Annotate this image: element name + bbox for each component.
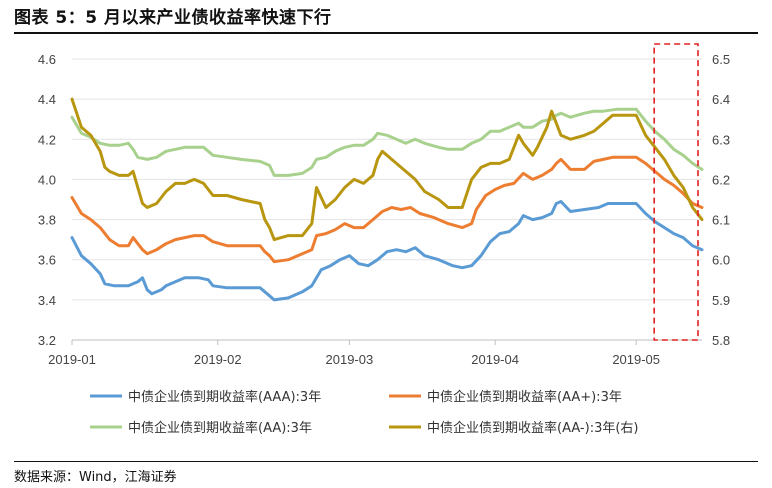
x-tick-label: 2019-03	[326, 352, 374, 367]
legend-label: 中债企业债到期收益率(AA):3年	[128, 420, 312, 436]
x-tick-label: 2019-04	[471, 352, 519, 367]
x-tick-label: 2019-01	[48, 352, 96, 367]
series-line-4	[70, 97, 704, 242]
title-rule	[14, 32, 758, 34]
series-line-3	[70, 107, 704, 177]
highlight-box	[653, 43, 699, 341]
right-tick-label: 6.4	[712, 92, 730, 107]
source-rule	[14, 461, 758, 462]
highlight-rect	[653, 43, 699, 341]
right-tick-label: 6.1	[712, 213, 730, 228]
legend: 中债企业债到期收益率(AAA):3年 中债企业债到期收益率(AA+):3年中债企业…	[90, 389, 639, 436]
right-tick-label: 6.3	[712, 132, 730, 147]
left-tick-label: 3.8	[38, 213, 56, 228]
right-tick-label: 5.8	[712, 333, 730, 348]
right-tick-label: 6.2	[712, 172, 730, 187]
x-tick-label: 2019-05	[612, 352, 660, 367]
series-lines	[70, 97, 704, 302]
source-note: 数据来源：Wind，江海证券	[14, 470, 177, 485]
legend-label: 中债企业债到期收益率(AA+):3年	[427, 389, 622, 405]
figure-title: 图表 5：5 月以来产业债收益率快速下行	[14, 8, 332, 28]
left-tick-label: 4.2	[38, 132, 56, 147]
left-tick-label: 3.6	[38, 253, 56, 268]
left-tick-label: 3.4	[38, 293, 56, 308]
legend-label: 中债企业债到期收益率(AAA):3年	[128, 389, 321, 405]
right-tick-label: 6.0	[712, 253, 730, 268]
x-tick-label: 2019-02	[194, 352, 242, 367]
series-line-2	[70, 155, 704, 264]
left-tick-label: 4.6	[38, 52, 56, 67]
left-axis-ticks: 3.2 3.4 3.6 3.8 4.0 4.2 4.4 4.6	[38, 52, 56, 348]
legend-label: 中债企业债到期收益率(AA-):3年(右)	[427, 420, 639, 436]
series-line-1	[70, 200, 704, 302]
right-tick-label: 5.9	[712, 293, 730, 308]
right-axis-ticks: 5.8 5.9 6.0 6.1 6.2 6.3 6.4 6.5	[712, 52, 730, 348]
left-tick-label: 4.0	[38, 172, 56, 187]
grid-lines	[72, 58, 702, 341]
line-chart: 3.2 3.4 3.6 3.8 4.0 4.2 4.4 4.6 5.8 5.9 6.0 6.1 6.2…	[38, 43, 730, 436]
right-tick-label: 6.5	[712, 52, 730, 67]
x-axis-ticks: 2019-01 2019-02 2019-03 2019-04 2019-05	[48, 340, 660, 367]
left-tick-label: 3.2	[38, 333, 56, 348]
left-tick-label: 4.4	[38, 92, 56, 107]
